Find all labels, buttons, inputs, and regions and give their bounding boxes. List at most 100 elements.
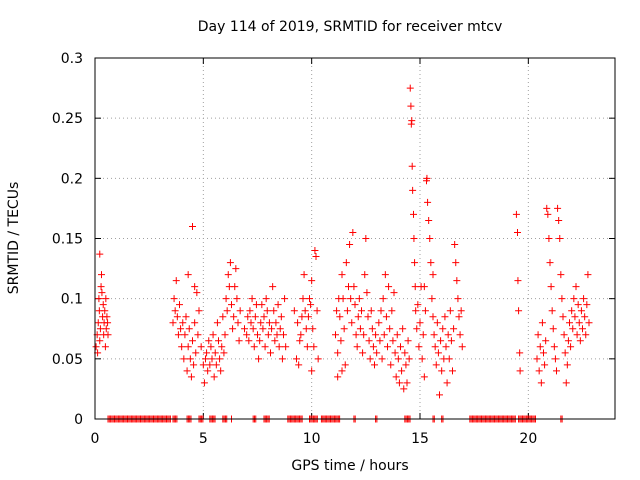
data-point [409,186,417,194]
data-point [420,283,428,291]
data-point [96,325,104,333]
data-point [436,391,443,399]
data-point [424,198,432,206]
data-point [229,325,237,333]
data-point [576,337,584,345]
data-point [390,289,398,297]
data-point [561,349,569,357]
data-point [200,379,208,387]
data-point [101,307,109,315]
data-point [402,361,410,369]
data-point [270,307,278,315]
data-point [191,319,199,327]
data-point [311,247,319,255]
data-point [348,319,356,327]
data-point [296,337,304,345]
x-tick-label: 10 [303,431,321,447]
data-point [340,325,348,333]
x-axis-label: GPS time / hours [291,458,408,474]
x-tick-label: 15 [411,431,429,447]
data-point [172,277,180,285]
data-point [302,325,310,333]
data-point [245,337,253,345]
data-point [210,373,218,381]
data-point [271,337,279,345]
data-point [297,331,305,339]
data-point [205,337,213,345]
grid-lines [95,58,615,419]
data-point [104,319,112,327]
data-point [398,367,406,375]
data-point [547,283,555,291]
x-tick-label: 5 [199,431,208,447]
data-point [545,235,553,242]
data-point [347,295,355,303]
data-point [263,307,271,315]
data-point [177,325,185,333]
data-point [371,361,378,369]
data-point [425,216,433,224]
data-point [391,349,399,357]
data-point [580,295,588,303]
data-point [96,337,104,345]
y-tick-label: 0 [74,412,83,428]
data-point [571,313,579,321]
data-point [428,295,436,303]
data-point [197,343,205,351]
data-point [180,355,188,363]
data-point [410,235,418,242]
data-point [515,307,523,315]
data-point [574,301,582,309]
data-point [185,325,193,333]
data-point [366,355,374,363]
data-point [350,283,358,291]
data-point [441,313,449,321]
data-point [174,331,182,339]
data-point [192,349,200,357]
data-point [351,301,359,309]
data-point [416,319,424,327]
data-point [98,289,106,297]
data-point [254,331,261,339]
data-point [278,355,286,363]
data-point [336,313,344,321]
data-point [226,259,234,267]
data-point [385,283,393,291]
data-point [295,361,303,369]
data-point [178,343,186,351]
data-point [265,319,273,327]
data-point [356,325,364,333]
data-point [375,319,383,327]
data-point [361,271,369,279]
data-point [389,337,397,345]
data-point [377,307,385,315]
data-point [103,313,111,321]
data-point [211,349,219,357]
data-point [231,283,239,291]
data-point [382,313,390,321]
data-point [514,228,521,236]
y-tick-label: 0.2 [61,171,83,187]
data-point [179,319,187,327]
data-point [216,355,224,363]
data-point [427,259,435,267]
data-point [309,325,317,333]
data-point [358,307,365,315]
data-point [212,361,220,369]
data-point [367,307,375,315]
data-point [249,325,257,333]
data-point [359,349,367,357]
data-point [386,325,394,333]
data-point [304,313,312,321]
plot-frame [94,57,616,420]
data-point [206,361,214,369]
data-point [256,337,264,345]
data-point [360,331,368,339]
data-point [432,361,440,369]
data-point [408,162,416,170]
data-point [290,307,298,315]
data-marks [92,84,593,423]
data-point [202,355,209,363]
data-point [280,331,287,339]
